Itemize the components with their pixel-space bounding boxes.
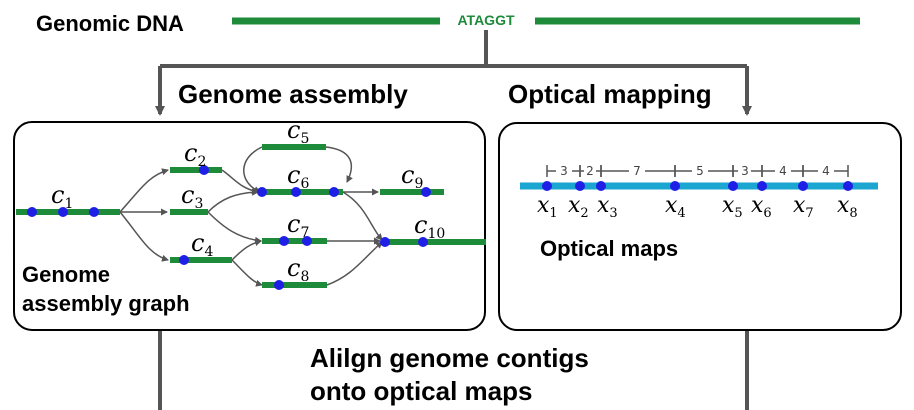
assembly-graph-panel: [13, 121, 486, 331]
split-connector: [155, 30, 752, 116]
site-label-x5: x5: [722, 193, 743, 221]
contig-label-c6: c6: [287, 161, 309, 192]
fragment-size-4: 5: [696, 164, 704, 178]
fragment-size-3: 7: [633, 164, 641, 178]
contig-labels: c1 c2 c3 c4 c5 c6 c7 c8 c9 c10: [51, 116, 445, 285]
optical-site-labels: x1 x2 x3 x4 x5 x6 x7 x8: [537, 193, 858, 221]
contig-label-c1: c1: [51, 181, 73, 212]
fragment-size-7: 4: [822, 164, 830, 178]
optical-sites: [542, 181, 853, 191]
optical-mapping-heading: Optical mapping: [508, 79, 712, 109]
optical-map-panel: [498, 122, 902, 331]
genomic-dna-label: Genomic DNA: [36, 11, 184, 36]
contig-label-c2: c2: [184, 139, 206, 170]
contig-sites: [27, 165, 431, 290]
contig-label-c3: c3: [181, 181, 203, 212]
fragment-intervals: [546, 165, 849, 177]
optical-maps-label: Optical maps: [540, 236, 678, 261]
contig-label-c5: c5: [287, 116, 309, 147]
contig-label-c10: c10: [414, 211, 445, 242]
fragment-size-6: 4: [779, 164, 787, 178]
assembly-graph-label-line2: assembly graph: [22, 291, 190, 316]
contig-label-c9: c9: [401, 161, 423, 192]
assembly-graph-label-line1: Genome: [22, 262, 110, 287]
site-label-x4: x4: [665, 193, 686, 221]
site-label-x8: x8: [837, 193, 858, 221]
fragment-size-5: 3: [741, 164, 749, 178]
contig-label-c4: c4: [191, 229, 213, 260]
fragment-size-2: 2: [586, 164, 594, 178]
align-caption-line2: onto optical maps: [310, 376, 532, 406]
fragment-size-1: 3: [560, 164, 568, 178]
site-label-x1: x1: [537, 193, 558, 221]
site-label-x7: x7: [793, 193, 814, 221]
dna-sequence: ATAGGT: [457, 12, 514, 28]
site-label-x2: x2: [568, 193, 589, 221]
contig-label-c8: c8: [287, 254, 309, 285]
assembly-graph-edges: [119, 146, 383, 287]
genome-assembly-heading: Genome assembly: [178, 79, 408, 109]
align-caption-line1: Alilgn genome contigs: [310, 343, 589, 373]
site-label-x3: x3: [597, 193, 618, 221]
fragment-sizes: 3 2 7 5 3 4 4: [560, 164, 830, 178]
contig-label-c7: c7: [287, 210, 309, 241]
site-label-x6: x6: [751, 193, 772, 221]
